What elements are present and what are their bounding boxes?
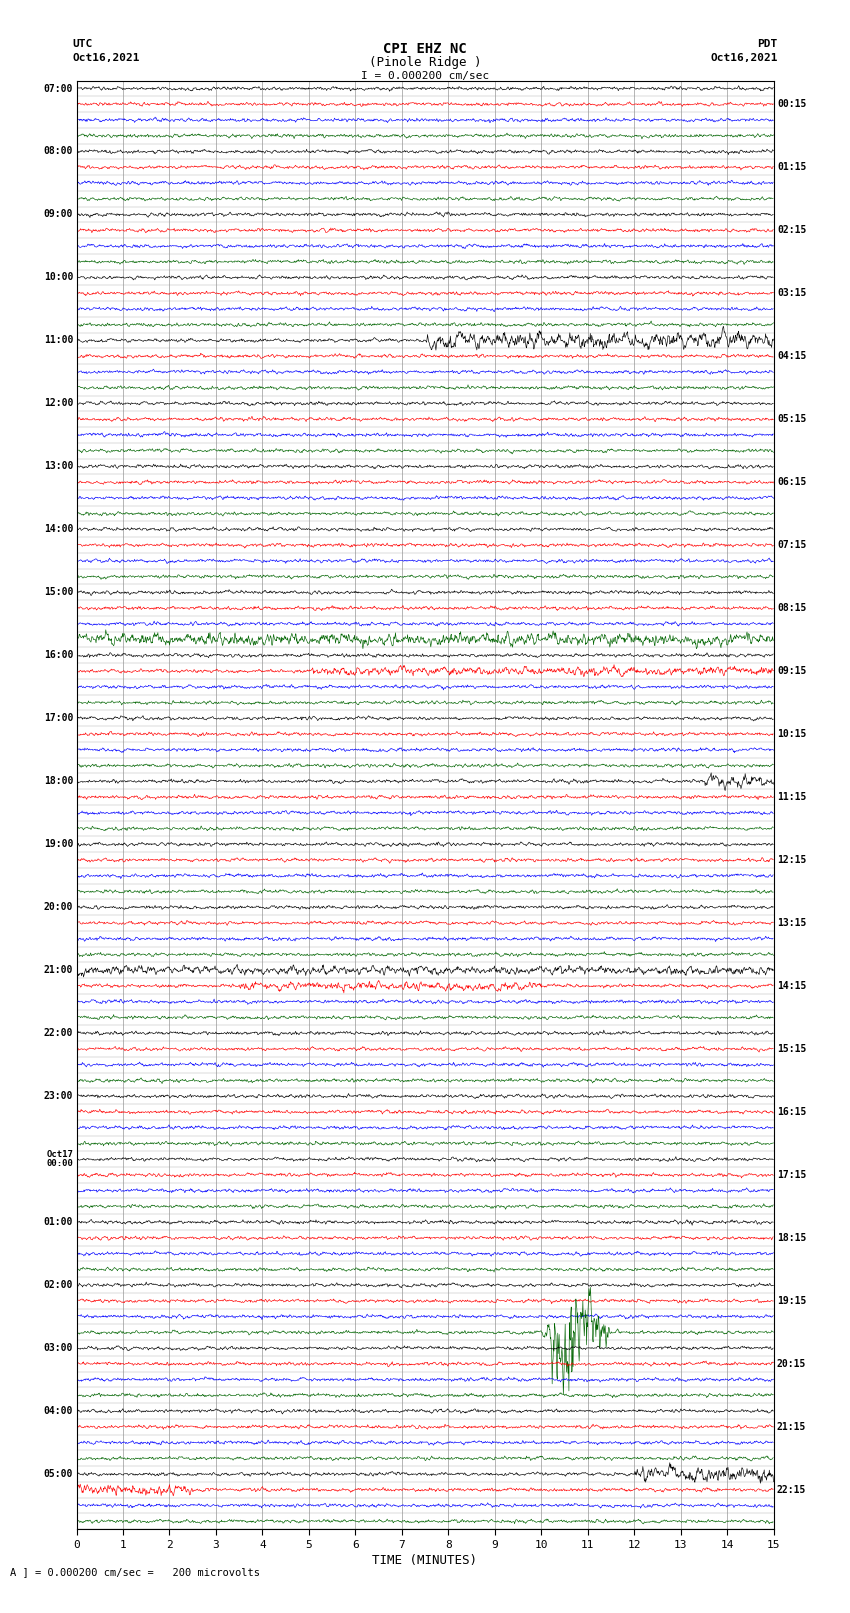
Text: 03:00: 03:00 bbox=[43, 1344, 73, 1353]
X-axis label: TIME (MINUTES): TIME (MINUTES) bbox=[372, 1553, 478, 1566]
Text: 01:00: 01:00 bbox=[43, 1218, 73, 1227]
Text: (Pinole Ridge ): (Pinole Ridge ) bbox=[369, 56, 481, 69]
Text: 16:00: 16:00 bbox=[43, 650, 73, 660]
Text: 17:15: 17:15 bbox=[777, 1169, 807, 1179]
Text: 18:00: 18:00 bbox=[43, 776, 73, 786]
Text: 08:15: 08:15 bbox=[777, 603, 807, 613]
Text: 15:00: 15:00 bbox=[43, 587, 73, 597]
Text: 11:15: 11:15 bbox=[777, 792, 807, 802]
Text: 14:00: 14:00 bbox=[43, 524, 73, 534]
Text: 13:00: 13:00 bbox=[43, 461, 73, 471]
Text: A ] = 0.000200 cm/sec =   200 microvolts: A ] = 0.000200 cm/sec = 200 microvolts bbox=[10, 1568, 260, 1578]
Text: 22:15: 22:15 bbox=[777, 1484, 807, 1495]
Text: Oct17: Oct17 bbox=[46, 1150, 73, 1158]
Text: 16:15: 16:15 bbox=[777, 1107, 807, 1116]
Text: 01:15: 01:15 bbox=[777, 163, 807, 173]
Text: 23:00: 23:00 bbox=[43, 1090, 73, 1102]
Text: Oct16,2021: Oct16,2021 bbox=[72, 53, 139, 63]
Text: 05:15: 05:15 bbox=[777, 415, 807, 424]
Text: 12:00: 12:00 bbox=[43, 398, 73, 408]
Text: 04:00: 04:00 bbox=[43, 1407, 73, 1416]
Text: 03:15: 03:15 bbox=[777, 289, 807, 298]
Text: 21:00: 21:00 bbox=[43, 965, 73, 976]
Text: 06:15: 06:15 bbox=[777, 477, 807, 487]
Text: 00:15: 00:15 bbox=[777, 100, 807, 110]
Text: 20:00: 20:00 bbox=[43, 902, 73, 913]
Text: 07:15: 07:15 bbox=[777, 540, 807, 550]
Text: 15:15: 15:15 bbox=[777, 1044, 807, 1053]
Text: 20:15: 20:15 bbox=[777, 1358, 807, 1369]
Text: 12:15: 12:15 bbox=[777, 855, 807, 865]
Text: 19:15: 19:15 bbox=[777, 1295, 807, 1307]
Text: 02:00: 02:00 bbox=[43, 1281, 73, 1290]
Text: 02:15: 02:15 bbox=[777, 226, 807, 235]
Text: PDT: PDT bbox=[757, 39, 778, 48]
Text: 18:15: 18:15 bbox=[777, 1232, 807, 1244]
Text: 07:00: 07:00 bbox=[43, 84, 73, 94]
Text: 14:15: 14:15 bbox=[777, 981, 807, 990]
Text: 05:00: 05:00 bbox=[43, 1469, 73, 1479]
Text: 17:00: 17:00 bbox=[43, 713, 73, 723]
Text: 08:00: 08:00 bbox=[43, 147, 73, 156]
Text: 09:00: 09:00 bbox=[43, 210, 73, 219]
Text: 09:15: 09:15 bbox=[777, 666, 807, 676]
Text: 22:00: 22:00 bbox=[43, 1027, 73, 1039]
Text: 10:15: 10:15 bbox=[777, 729, 807, 739]
Text: Oct16,2021: Oct16,2021 bbox=[711, 53, 778, 63]
Text: I = 0.000200 cm/sec: I = 0.000200 cm/sec bbox=[361, 71, 489, 81]
Text: 11:00: 11:00 bbox=[43, 336, 73, 345]
Text: 21:15: 21:15 bbox=[777, 1421, 807, 1432]
Text: 19:00: 19:00 bbox=[43, 839, 73, 850]
Text: 04:15: 04:15 bbox=[777, 352, 807, 361]
Text: 13:15: 13:15 bbox=[777, 918, 807, 927]
Text: UTC: UTC bbox=[72, 39, 93, 48]
Text: CPI EHZ NC: CPI EHZ NC bbox=[383, 42, 467, 56]
Text: 10:00: 10:00 bbox=[43, 273, 73, 282]
Text: 00:00: 00:00 bbox=[46, 1160, 73, 1168]
